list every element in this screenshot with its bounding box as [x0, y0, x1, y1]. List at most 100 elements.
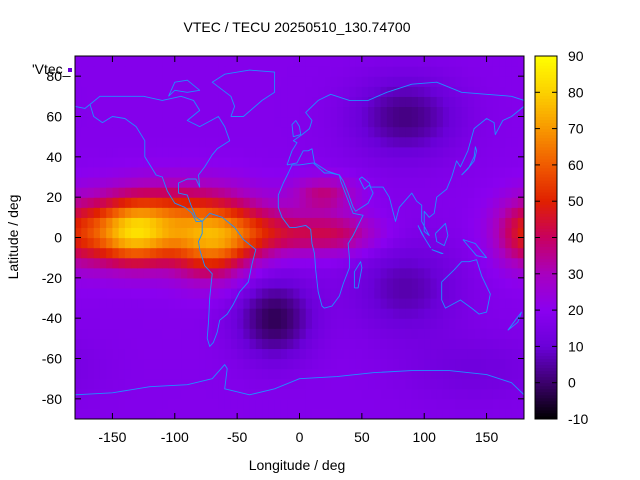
heatmap-cell — [474, 146, 481, 158]
heatmap-cell — [181, 237, 188, 249]
heatmap-cell — [374, 227, 382, 239]
heatmap-cell — [343, 277, 350, 289]
heatmap-cell — [118, 207, 126, 218]
heatmap-cell — [237, 197, 244, 208]
heatmap-cell — [424, 378, 432, 390]
heatmap-cell — [93, 197, 101, 208]
heatmap-cell — [268, 318, 276, 329]
heatmap-cell — [355, 66, 363, 77]
heatmap-cell — [355, 358, 363, 370]
heatmap-cell — [311, 166, 319, 178]
heatmap-cell — [417, 308, 425, 319]
heatmap-cell — [205, 177, 213, 188]
heatmap-cell — [224, 166, 232, 178]
colorbar-segment — [535, 282, 557, 287]
heatmap-cell — [499, 86, 506, 97]
heatmap-cell — [305, 257, 313, 269]
heatmap-cell — [137, 298, 145, 309]
heatmap-cell — [218, 207, 226, 218]
heatmap-cell — [349, 328, 357, 339]
heatmap-cell — [424, 217, 432, 229]
heatmap-cell — [199, 217, 207, 229]
heatmap-cell — [393, 388, 400, 400]
heatmap-cell — [230, 388, 238, 400]
colorbar-segment — [535, 219, 557, 223]
heatmap-cell — [93, 217, 101, 229]
heatmap-cell — [486, 408, 494, 419]
heatmap-cell — [262, 106, 269, 118]
heatmap-cell — [442, 348, 450, 360]
heatmap-cell — [336, 96, 344, 108]
heatmap-cell — [330, 96, 338, 108]
heatmap-cell — [205, 277, 213, 289]
heatmap-cell — [299, 408, 307, 419]
heatmap-cell — [255, 318, 263, 329]
heatmap-cell — [399, 257, 407, 269]
colorbar-segment — [535, 376, 557, 381]
heatmap-cell — [499, 207, 506, 218]
heatmap-cell — [380, 237, 388, 249]
heatmap-cell — [99, 308, 107, 319]
colorbar-segment — [535, 406, 557, 411]
heatmap-cell — [436, 408, 444, 419]
heatmap-cell — [81, 237, 89, 249]
heatmap-cell — [280, 66, 288, 77]
heatmap-cell — [237, 146, 244, 158]
heatmap-cell — [187, 267, 195, 279]
heatmap-cell — [187, 328, 195, 339]
heatmap-cell — [287, 388, 294, 400]
heatmap-cell — [492, 318, 500, 329]
heatmap-cell — [505, 267, 513, 279]
heatmap-cell — [499, 96, 506, 108]
heatmap-cell — [243, 247, 251, 259]
heatmap-cell — [374, 56, 382, 67]
heatmap-cell — [168, 368, 176, 380]
heatmap-cell — [474, 187, 481, 198]
heatmap-cell — [436, 116, 444, 128]
heatmap-cell — [311, 298, 319, 309]
heatmap-cell — [324, 277, 332, 289]
heatmap-cell — [218, 96, 226, 108]
heatmap-cell — [368, 267, 375, 279]
heatmap-cell — [93, 96, 101, 108]
coastline — [75, 364, 524, 396]
heatmap-cell — [393, 126, 400, 138]
heatmap-cell — [75, 368, 82, 380]
heatmap-cell — [492, 227, 500, 239]
heatmap-cell — [205, 207, 213, 218]
heatmap-cell — [218, 187, 226, 198]
heatmap-cell — [124, 66, 132, 77]
heatmap-cell — [243, 318, 251, 329]
heatmap-cell — [112, 56, 120, 67]
heatmap-cell — [168, 257, 176, 269]
heatmap-cell — [455, 368, 463, 380]
heatmap-cell — [287, 298, 294, 309]
heatmap-cell — [168, 388, 176, 400]
heatmap-cell — [517, 368, 524, 380]
heatmap-cell — [405, 187, 413, 198]
heatmap-cell — [87, 408, 95, 419]
heatmap-cell — [237, 247, 244, 259]
coastline — [441, 259, 491, 315]
heatmap-cell — [393, 408, 400, 419]
heatmap-cell — [218, 247, 226, 259]
heatmap-cell — [461, 177, 469, 188]
heatmap-cell — [262, 308, 269, 319]
colorbar-segment — [535, 101, 557, 105]
heatmap-cell — [230, 207, 238, 218]
heatmap-cell — [81, 328, 89, 339]
heatmap-cell — [168, 106, 176, 118]
heatmap-cell — [230, 378, 238, 390]
heatmap-cell — [511, 408, 519, 419]
heatmap-cell — [368, 378, 375, 390]
heatmap-cell — [87, 136, 95, 148]
heatmap-cell — [343, 358, 350, 370]
heatmap-cell — [330, 66, 338, 77]
heatmap-cell — [368, 368, 375, 380]
heatmap-cell — [143, 166, 151, 178]
heatmap-cell — [205, 146, 213, 158]
heatmap-cell — [99, 106, 107, 118]
heatmap-cell — [255, 86, 263, 97]
heatmap-cell — [224, 86, 232, 97]
heatmap-cell — [405, 177, 413, 188]
